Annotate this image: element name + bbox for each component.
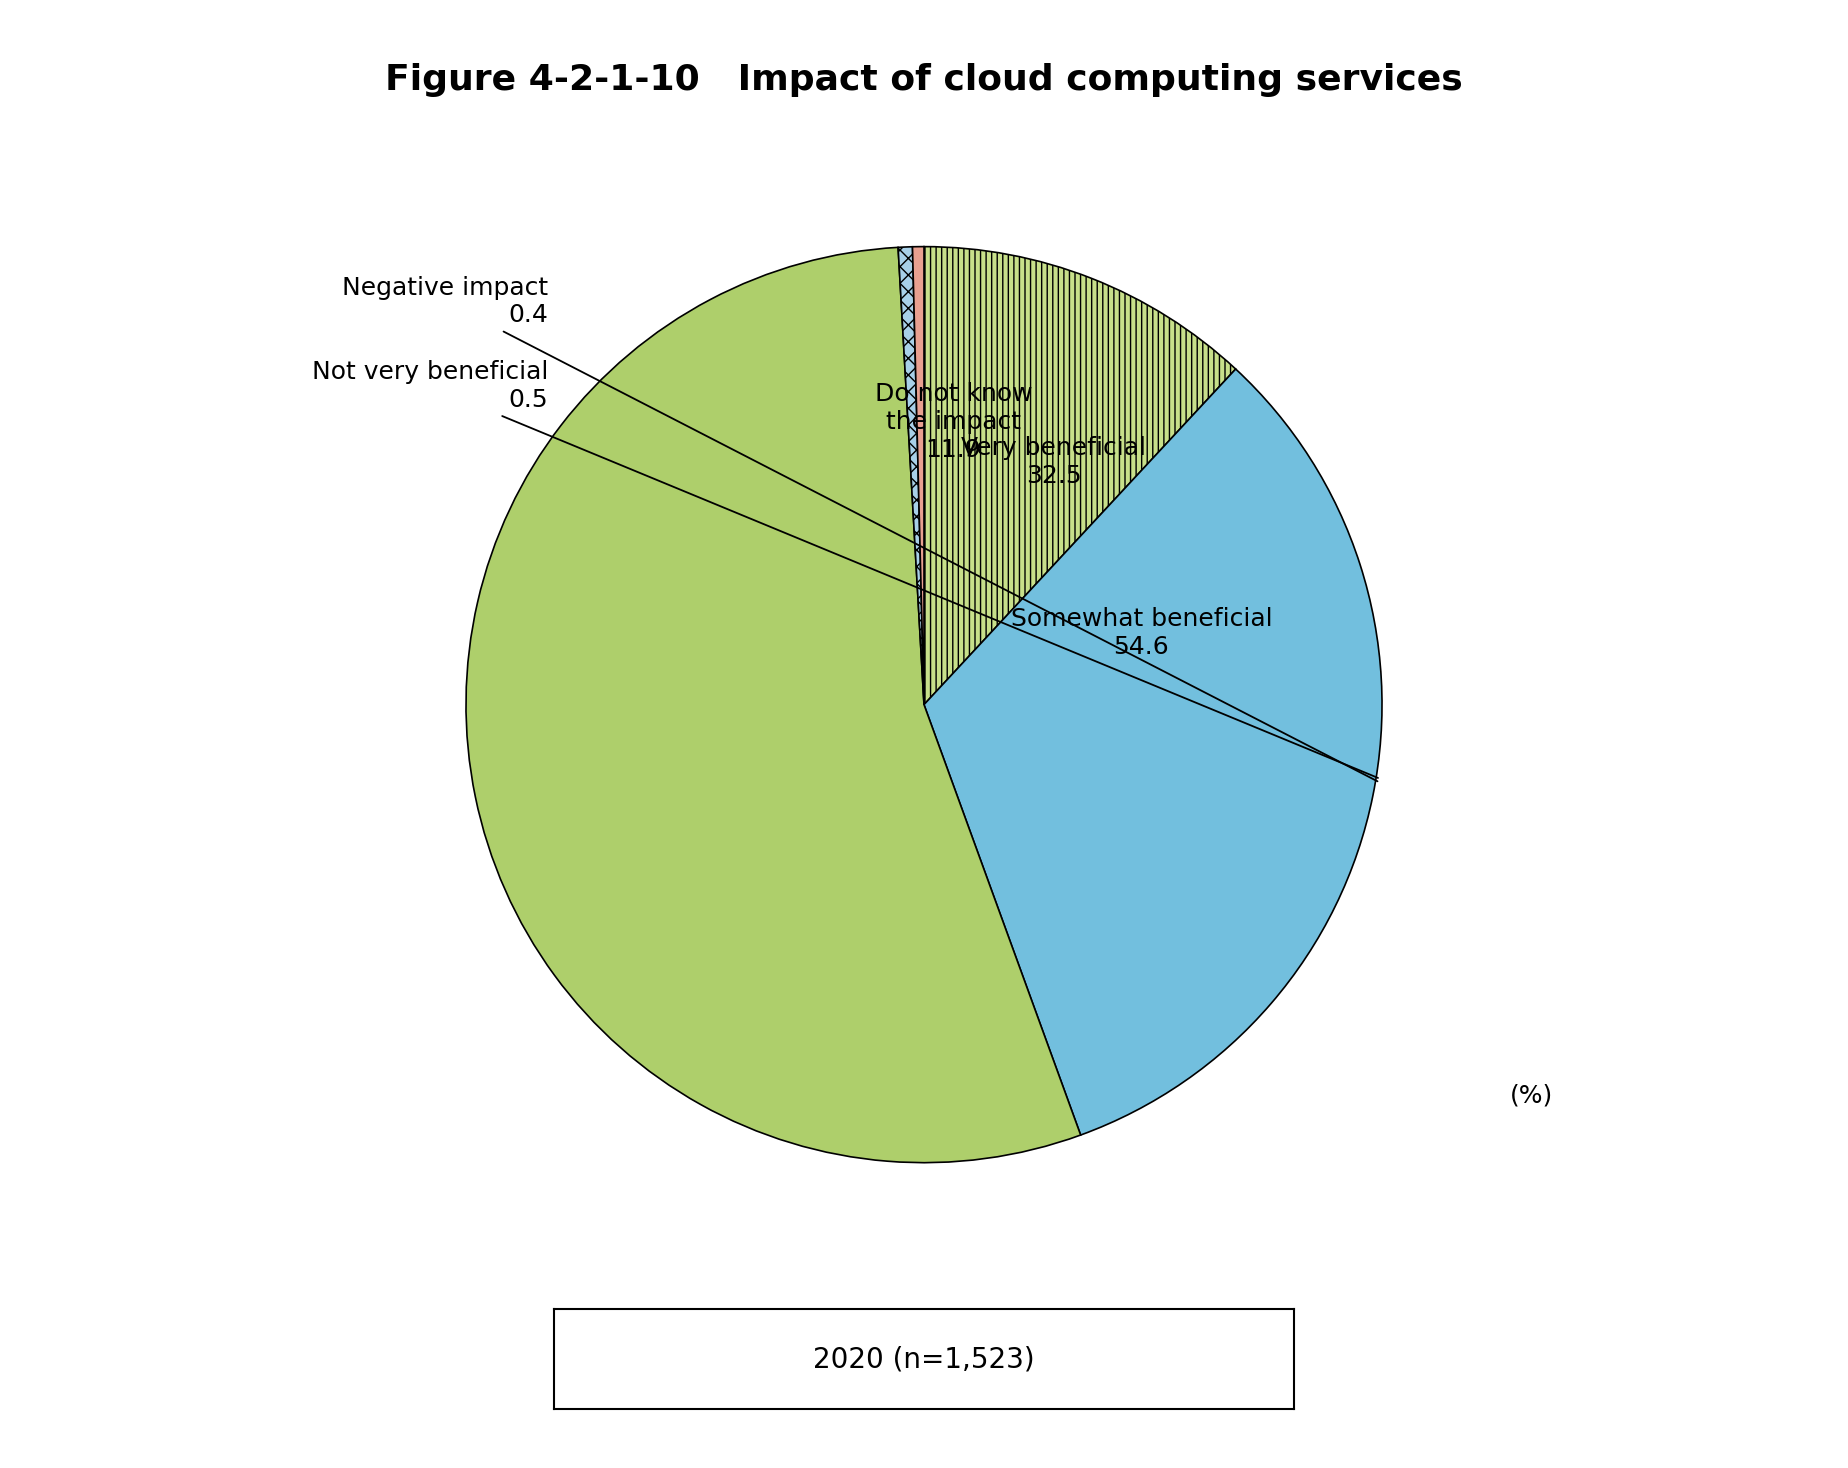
Text: 2020 (n=1,523): 2020 (n=1,523)	[813, 1345, 1035, 1374]
Text: Not very beneficial
0.5: Not very beneficial 0.5	[312, 361, 1379, 778]
Title: Figure 4-2-1-10   Impact of cloud computing services: Figure 4-2-1-10 Impact of cloud computin…	[384, 63, 1464, 97]
Text: (%): (%)	[1510, 1083, 1554, 1108]
Wedge shape	[466, 247, 1081, 1163]
Text: Somewhat beneficial
54.6: Somewhat beneficial 54.6	[1011, 606, 1271, 659]
Wedge shape	[924, 368, 1382, 1135]
Text: Very beneficial
32.5: Very beneficial 32.5	[961, 436, 1146, 489]
Wedge shape	[913, 247, 924, 705]
Text: Do not know
the impact
11.9: Do not know the impact 11.9	[874, 382, 1033, 462]
Wedge shape	[898, 247, 924, 705]
Text: Negative impact
0.4: Negative impact 0.4	[342, 276, 1377, 781]
Wedge shape	[924, 247, 1236, 705]
